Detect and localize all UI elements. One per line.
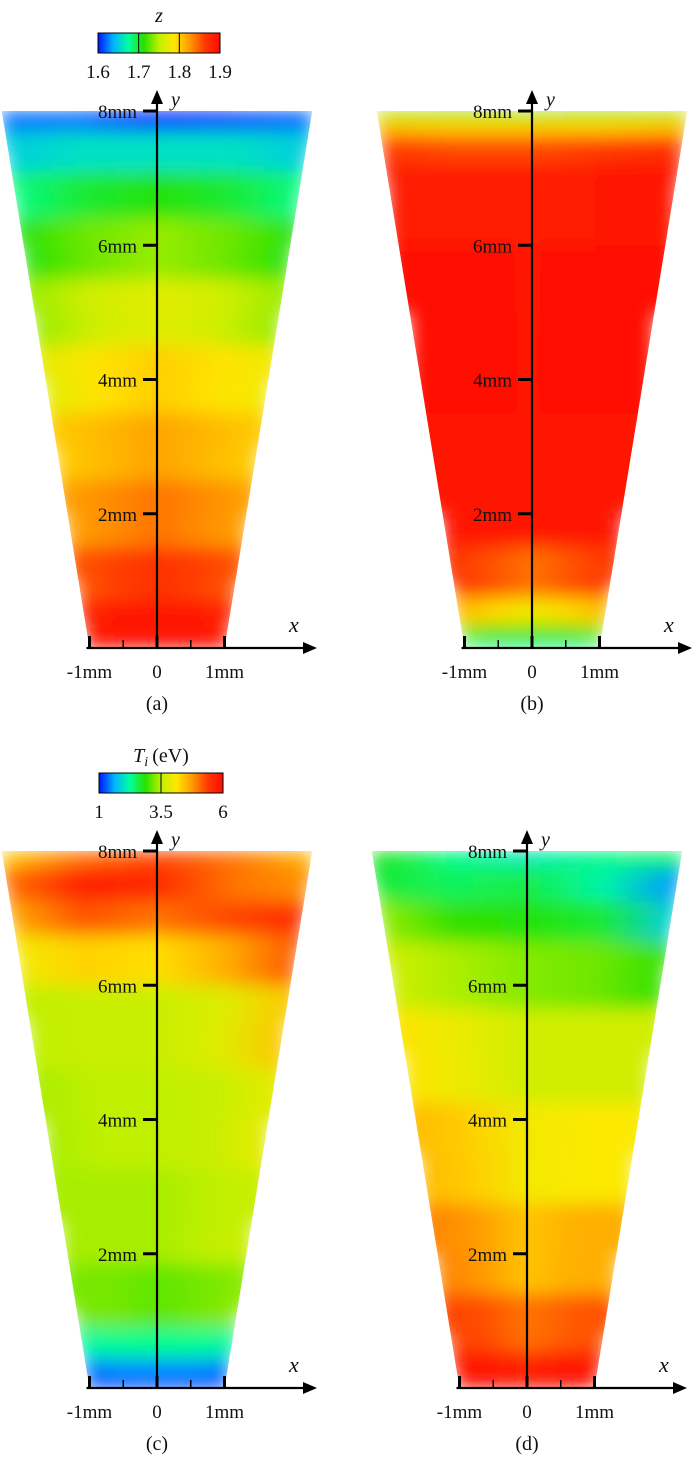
y-tick-label: 2mm [468,1245,507,1266]
y-tick-label: 4mm [473,371,512,392]
x-tick-label: 1mm [205,1402,244,1423]
y-tick-label: 6mm [98,976,137,997]
x-axis-label: x [288,612,299,637]
y-axis-arrow [521,830,533,844]
colorbar-title: Ti (eV) [133,745,189,770]
colorbar-tick-label: 1.6 [86,62,110,83]
y-tick-label: 4mm [98,371,137,392]
colorbar-tick-label: 6 [218,802,228,823]
y-axis-arrow [151,90,163,104]
x-tick-label: 0 [152,1402,162,1423]
x-tick-label: 1mm [575,1402,614,1423]
y-tick-label: 4mm [468,1111,507,1132]
colorbar-tick-label: 1 [94,802,104,823]
y-tick-label: 6mm [473,236,512,257]
y-tick-label: 8mm [98,102,137,123]
panel-caption: (b) [520,693,543,715]
panel-caption: (a) [146,693,168,715]
panel-c: 1 3.5 6 Ti (eV) y x 2mm 4mm 6mm 8mm -1mm 0 1mm (c) [1,745,317,1455]
colorbar-tick-label: 1.8 [167,62,191,83]
colorbar [97,32,221,54]
colorbar-tick-label: 3.5 [149,802,173,823]
x-axis-label: x [288,1352,299,1377]
x-tick-label: -1mm [442,662,488,683]
y-axis-label: y [544,89,555,111]
x-axis-label: x [658,1352,669,1377]
x-tick-label: 1mm [580,662,619,683]
contour-field [1,111,313,648]
y-tick-label: 4mm [98,1111,137,1132]
y-tick-label: 6mm [98,236,137,257]
y-tick-label: 2mm [473,505,512,526]
panel-a: 1.6 1.7 1.8 1.9 z y x 2mm 4mm 6mm 8mm -1mm 0 1mm (a) [1,5,317,715]
x-axis-label: x [663,612,674,637]
y-axis-label: y [169,829,180,851]
y-axis-arrow [151,830,163,844]
y-tick-label: 8mm [468,842,507,863]
panel-caption: (d) [515,1433,538,1455]
y-tick-label: 6mm [468,976,507,997]
x-tick-label: 0 [527,662,537,683]
y-tick-label: 8mm [98,842,137,863]
x-tick-label: -1mm [67,1402,113,1423]
y-tick-label: 8mm [473,102,512,123]
x-tick-label: -1mm [437,1402,483,1423]
y-tick-label: 2mm [98,1245,137,1266]
colorbar-tick-label: 1.7 [127,62,151,83]
y-tick-label: 2mm [98,505,137,526]
colorbar-tick-label: 1.9 [208,62,232,83]
panel-caption: (c) [146,1433,168,1455]
panel-d: 40006000800010000vy(m· s-1)yx2mm4mm6mm8m… [371,829,687,1455]
x-axis-arrow [303,1382,317,1394]
y-axis-label: y [169,89,180,111]
y-axis-label: y [539,829,550,851]
x-tick-label: 1mm [205,662,244,683]
x-tick-label: 0 [522,1402,532,1423]
x-axis-arrow [678,642,692,654]
x-tick-label: 0 [152,662,162,683]
x-axis-arrow [303,642,317,654]
colorbar-title: z [154,5,163,27]
x-axis-arrow [673,1382,687,1394]
y-axis-arrow [526,90,538,104]
x-tick-label: -1mm [67,662,113,683]
